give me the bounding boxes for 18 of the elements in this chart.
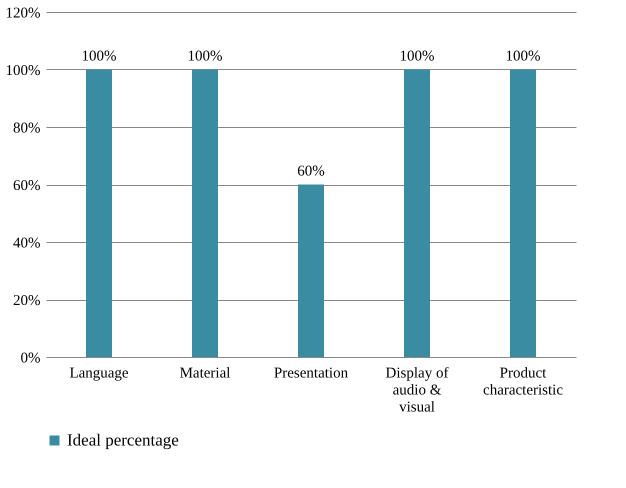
x-tick-label: Language: [69, 366, 129, 382]
text: 100%: [82, 48, 116, 64]
text: 100%: [188, 48, 222, 64]
y-tick-label: 20%: [13, 293, 40, 309]
y-tick-label: 120%: [6, 6, 40, 22]
x-tick-label: Material: [180, 366, 230, 382]
text: 60%: [297, 164, 325, 180]
legend-label: Ideal percentage: [67, 430, 179, 450]
y-tick-label: 40%: [13, 236, 40, 252]
text: 100%: [400, 48, 434, 64]
x-tick-label: Presentation: [274, 366, 349, 382]
y-tick-label: 0%: [20, 350, 40, 366]
y-tick-label: 80%: [13, 120, 40, 136]
x-tick-label: Display of audio & visual: [386, 366, 448, 416]
text: 100%: [506, 48, 540, 64]
y-tick-label: 60%: [13, 178, 40, 194]
y-tick-label: 100%: [6, 63, 40, 79]
x-tick-label: Product characteristic: [483, 366, 564, 398]
